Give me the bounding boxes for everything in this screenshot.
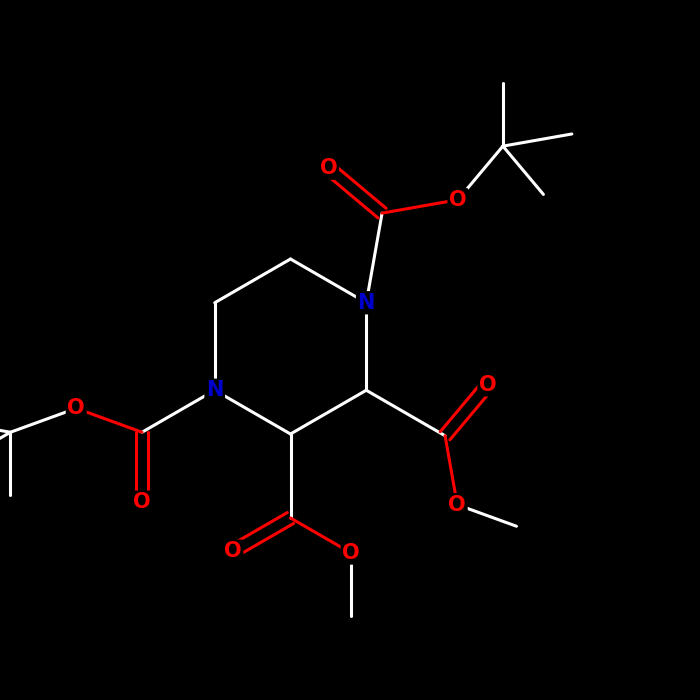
- Text: O: O: [224, 541, 241, 561]
- Text: O: O: [67, 398, 85, 419]
- Text: O: O: [449, 495, 466, 514]
- Text: N: N: [358, 293, 375, 313]
- Text: O: O: [133, 492, 150, 512]
- Text: O: O: [449, 190, 467, 210]
- Text: O: O: [320, 158, 337, 178]
- Text: O: O: [479, 374, 496, 395]
- Text: N: N: [206, 380, 223, 400]
- Text: O: O: [342, 543, 360, 563]
